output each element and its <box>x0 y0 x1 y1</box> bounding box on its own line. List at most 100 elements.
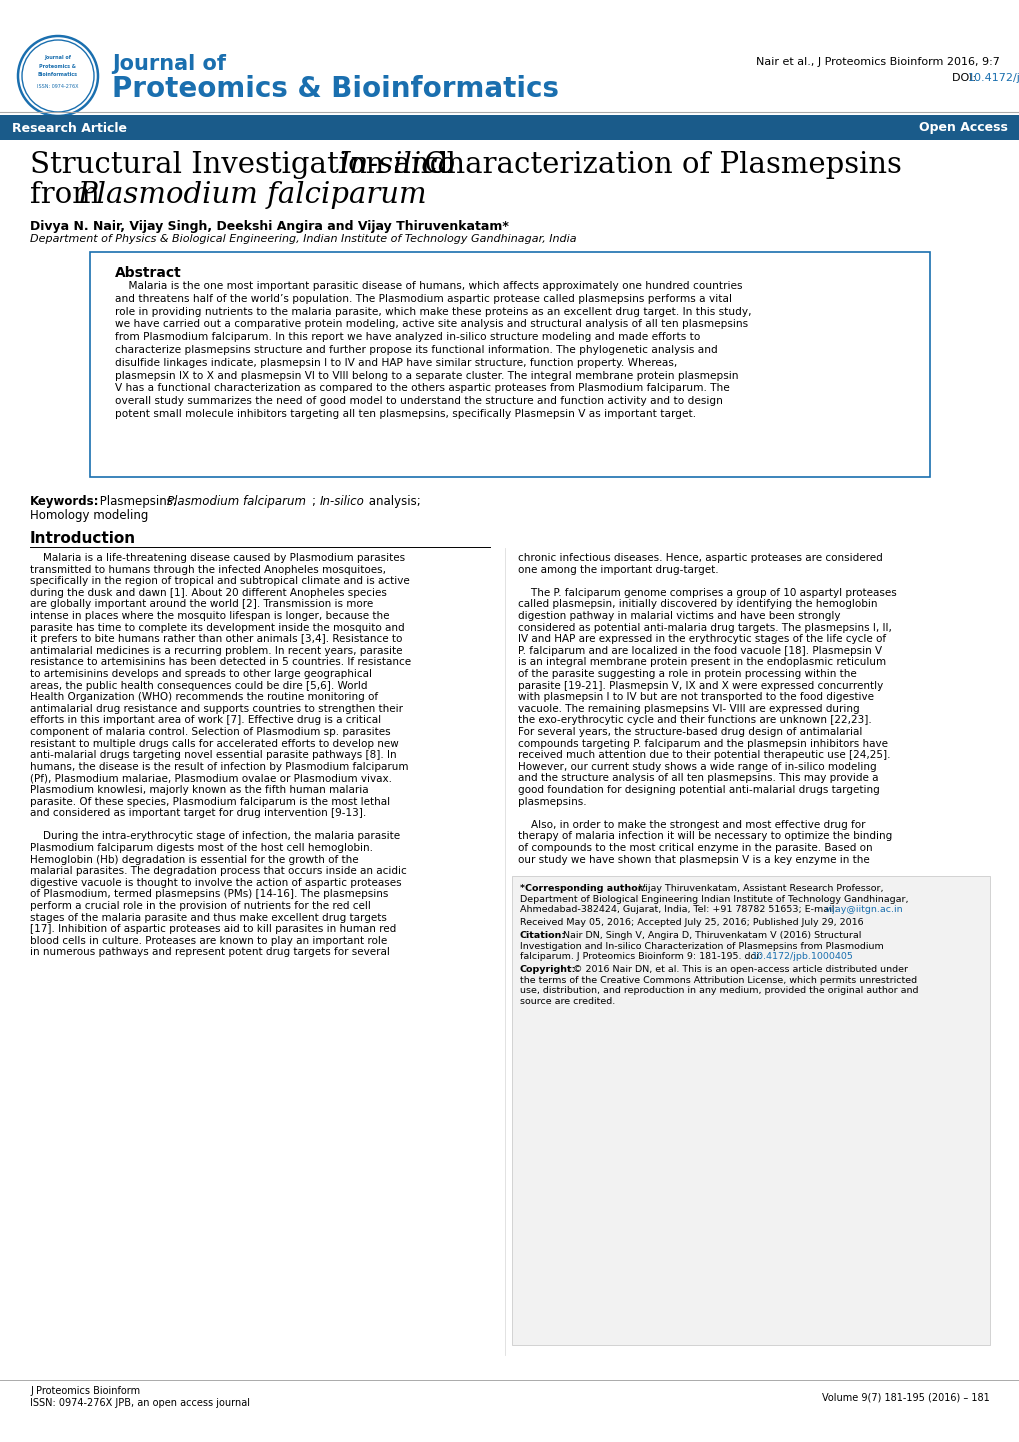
Text: is an integral membrane protein present in the endoplasmic reticulum: is an integral membrane protein present … <box>518 658 886 668</box>
Text: areas, the public health consequences could be dire [5,6]. World: areas, the public health consequences co… <box>30 681 367 691</box>
Text: Hemoglobin (Hb) degradation is essential for the growth of the: Hemoglobin (Hb) degradation is essential… <box>30 855 359 865</box>
Text: (Pf), Plasmodium malariae, Plasmodium ovalae or Plasmodium vivax.: (Pf), Plasmodium malariae, Plasmodium ov… <box>30 773 391 783</box>
Text: Open Access: Open Access <box>918 121 1007 134</box>
Text: chronic infectious diseases. Hence, aspartic proteases are considered: chronic infectious diseases. Hence, aspa… <box>518 552 881 562</box>
Text: V has a functional characterization as compared to the others aspartic proteases: V has a functional characterization as c… <box>115 384 729 394</box>
Text: vijay@iitgn.ac.in: vijay@iitgn.ac.in <box>824 906 903 914</box>
Text: antimalarial drug resistance and supports countries to strengthen their: antimalarial drug resistance and support… <box>30 704 403 714</box>
Text: component of malaria control. Selection of Plasmodium sp. parasites: component of malaria control. Selection … <box>30 727 390 737</box>
FancyBboxPatch shape <box>512 877 989 1345</box>
Text: *Corresponding author:: *Corresponding author: <box>520 884 646 893</box>
Text: Plasmodium falciparum: Plasmodium falciparum <box>76 182 426 209</box>
Text: and threatens half of the world’s population. The Plasmodium aspartic protease c: and threatens half of the world’s popula… <box>115 294 732 304</box>
Text: of Plasmodium, termed plasmepsins (PMs) [14-16]. The plasmepsins: of Plasmodium, termed plasmepsins (PMs) … <box>30 890 388 900</box>
Text: received much attention due to their potential therapeutic use [24,25].: received much attention due to their pot… <box>518 750 890 760</box>
Text: Keywords:: Keywords: <box>30 495 100 508</box>
Text: resistance to artemisinins has been detected in 5 countries. If resistance: resistance to artemisinins has been dete… <box>30 658 411 668</box>
Text: efforts in this important area of work [7]. Effective drug is a critical: efforts in this important area of work [… <box>30 715 381 725</box>
Text: Characterization of Plasmepsins: Characterization of Plasmepsins <box>415 151 901 179</box>
Text: Volume 9(7) 181-195 (2016) – 181: Volume 9(7) 181-195 (2016) – 181 <box>821 1392 989 1402</box>
Text: Divya N. Nair, Vijay Singh, Deekshi Angira and Vijay Thiruvenkatam*: Divya N. Nair, Vijay Singh, Deekshi Angi… <box>30 221 508 234</box>
Text: Plasmodium falciparum: Plasmodium falciparum <box>167 495 306 508</box>
Text: parasite [19-21]. Plasmepsin V, IX and X were expressed concurrently: parasite [19-21]. Plasmepsin V, IX and X… <box>518 681 882 691</box>
Text: stages of the malaria parasite and thus make excellent drug targets: stages of the malaria parasite and thus … <box>30 913 386 923</box>
Text: Vijay Thiruvenkatam, Assistant Research Professor,: Vijay Thiruvenkatam, Assistant Research … <box>636 884 882 893</box>
Text: J Proteomics Bioinform: J Proteomics Bioinform <box>30 1386 140 1396</box>
Text: malarial parasites. The degradation process that occurs inside an acidic: malarial parasites. The degradation proc… <box>30 867 407 877</box>
Text: [17]. Inhibition of aspartic proteases aid to kill parasites in human red: [17]. Inhibition of aspartic proteases a… <box>30 924 395 934</box>
Text: perform a crucial role in the provision of nutrients for the red cell: perform a crucial role in the provision … <box>30 901 371 911</box>
Text: Plasmodium falciparum digests most of the host cell hemoglobin.: Plasmodium falciparum digests most of th… <box>30 844 373 854</box>
Text: with plasmepsin I to IV but are not transported to the food digestive: with plasmepsin I to IV but are not tran… <box>518 692 873 702</box>
Text: compounds targeting P. falciparum and the plasmepsin inhibitors have: compounds targeting P. falciparum and th… <box>518 738 888 748</box>
Text: vacuole. The remaining plasmepsins VI- VIII are expressed during: vacuole. The remaining plasmepsins VI- V… <box>518 704 859 714</box>
Text: Citation:: Citation: <box>520 932 566 940</box>
Text: Bioinformatics: Bioinformatics <box>38 72 77 76</box>
Text: the exo-erythrocytic cycle and their functions are unknown [22,23].: the exo-erythrocytic cycle and their fun… <box>518 715 871 725</box>
Text: of the parasite suggesting a role in protein processing within the: of the parasite suggesting a role in pro… <box>518 669 856 679</box>
Text: Malaria is a life-threatening disease caused by Plasmodium parasites: Malaria is a life-threatening disease ca… <box>30 552 405 562</box>
Text: are globally important around the world [2]. Transmission is more: are globally important around the world … <box>30 600 373 610</box>
Text: transmitted to humans through the infected Anopheles mosquitoes,: transmitted to humans through the infect… <box>30 565 385 574</box>
Text: blood cells in culture. Proteases are known to play an important role: blood cells in culture. Proteases are kn… <box>30 936 387 946</box>
Text: anti-malarial drugs targeting novel essential parasite pathways [8]. In: anti-malarial drugs targeting novel esse… <box>30 750 396 760</box>
Text: digestive vacuole is thought to involve the action of aspartic proteases: digestive vacuole is thought to involve … <box>30 878 401 888</box>
Text: Homology modeling: Homology modeling <box>30 509 148 522</box>
Text: good foundation for designing potential anti-malarial drugs targeting: good foundation for designing potential … <box>518 784 878 795</box>
Text: Copyright:: Copyright: <box>520 965 576 975</box>
Text: and the structure analysis of all ten plasmepsins. This may provide a: and the structure analysis of all ten pl… <box>518 773 877 783</box>
Text: Malaria is the one most important parasitic disease of humans, which affects app: Malaria is the one most important parasi… <box>115 281 742 291</box>
Text: Journal of: Journal of <box>112 53 226 74</box>
Text: Nair et al., J Proteomics Bioinform 2016, 9:7: Nair et al., J Proteomics Bioinform 2016… <box>755 58 999 66</box>
Text: disulfide linkages indicate, plasmepsin I to IV and HAP have similar structure, : disulfide linkages indicate, plasmepsin … <box>115 358 677 368</box>
Text: Abstract: Abstract <box>115 265 181 280</box>
FancyBboxPatch shape <box>90 252 929 477</box>
Text: Proteomics &: Proteomics & <box>40 63 76 69</box>
Text: antimalarial medicines is a recurring problem. In recent years, parasite: antimalarial medicines is a recurring pr… <box>30 646 403 656</box>
Text: © 2016 Nair DN, et al. This is an open-access article distributed under: © 2016 Nair DN, et al. This is an open-a… <box>570 965 907 975</box>
Text: ISSN: 0974-276X JPB, an open access journal: ISSN: 0974-276X JPB, an open access jour… <box>30 1397 250 1407</box>
Text: For several years, the structure-based drug design of antimalarial: For several years, the structure-based d… <box>518 727 861 737</box>
Text: ;: ; <box>312 495 319 508</box>
Text: use, distribution, and reproduction in any medium, provided the original author : use, distribution, and reproduction in a… <box>520 986 917 995</box>
Text: Department of Biological Engineering Indian Institute of Technology Gandhinagar,: Department of Biological Engineering Ind… <box>520 894 908 904</box>
Text: 10.4172/jpb.1000405: 10.4172/jpb.1000405 <box>967 74 1019 84</box>
Text: and considered as important target for drug intervention [9-13].: and considered as important target for d… <box>30 808 366 818</box>
Text: P. falciparum and are localized in the food vacuole [18]. Plasmepsin V: P. falciparum and are localized in the f… <box>518 646 881 656</box>
Text: potent small molecule inhibitors targeting all ten plasmepsins, specifically Pla: potent small molecule inhibitors targeti… <box>115 410 695 420</box>
Text: Department of Physics & Biological Engineering, Indian Institute of Technology G: Department of Physics & Biological Engin… <box>30 234 576 244</box>
Text: Health Organization (WHO) recommends the routine monitoring of: Health Organization (WHO) recommends the… <box>30 692 378 702</box>
Text: therapy of malaria infection it will be necessary to optimize the binding: therapy of malaria infection it will be … <box>518 832 892 841</box>
Text: falciparum. J Proteomics Bioinform 9: 181-195. doi:: falciparum. J Proteomics Bioinform 9: 18… <box>520 952 761 962</box>
Text: the terms of the Creative Commons Attribution License, which permits unrestricte: the terms of the Creative Commons Attrib… <box>520 976 916 985</box>
Text: In-silico: In-silico <box>320 495 365 508</box>
Text: from: from <box>30 182 109 209</box>
Text: plasmepsin IX to X and plasmepsin VI to VIII belong to a separate cluster. The i: plasmepsin IX to X and plasmepsin VI to … <box>115 371 738 381</box>
Text: 10.4172/jpb.1000405: 10.4172/jpb.1000405 <box>751 952 853 962</box>
Text: Research Article: Research Article <box>12 121 127 134</box>
Text: it prefers to bite humans rather than other animals [3,4]. Resistance to: it prefers to bite humans rather than ot… <box>30 634 401 645</box>
Text: specifically in the region of tropical and subtropical climate and is active: specifically in the region of tropical a… <box>30 577 410 587</box>
Text: overall study summarizes the need of good model to understand the structure and : overall study summarizes the need of goo… <box>115 397 722 407</box>
Text: Introduction: Introduction <box>30 531 136 547</box>
Text: plasmepsins.: plasmepsins. <box>518 796 586 806</box>
Text: intense in places where the mosquito lifespan is longer, because the: intense in places where the mosquito lif… <box>30 611 389 622</box>
Text: However, our current study shows a wide range of in-silico modeling: However, our current study shows a wide … <box>518 761 875 771</box>
Text: In-silico: In-silico <box>337 151 454 179</box>
Text: role in providing nutrients to the malaria parasite, which make these proteins a: role in providing nutrients to the malar… <box>115 307 751 317</box>
Text: ISSN: 0974-276X: ISSN: 0974-276X <box>38 85 78 89</box>
Text: we have carried out a comparative protein modeling, active site analysis and str: we have carried out a comparative protei… <box>115 319 747 329</box>
Text: considered as potential anti-malaria drug targets. The plasmepsins I, II,: considered as potential anti-malaria dru… <box>518 623 891 633</box>
Text: to artemisinins develops and spreads to other large geographical: to artemisinins develops and spreads to … <box>30 669 372 679</box>
Text: in numerous pathways and represent potent drug targets for several: in numerous pathways and represent poten… <box>30 947 389 957</box>
Text: DOI:: DOI: <box>951 74 978 84</box>
Text: During the intra-erythrocytic stage of infection, the malaria parasite: During the intra-erythrocytic stage of i… <box>30 832 399 841</box>
Text: called plasmepsin, initially discovered by identifying the hemoglobin: called plasmepsin, initially discovered … <box>518 600 876 610</box>
FancyBboxPatch shape <box>0 115 1019 140</box>
Text: characterize plasmepsins structure and further propose its functional informatio: characterize plasmepsins structure and f… <box>115 345 717 355</box>
Text: IV and HAP are expressed in the erythrocytic stages of the life cycle of: IV and HAP are expressed in the erythroc… <box>518 634 886 645</box>
Text: Proteomics & Bioinformatics: Proteomics & Bioinformatics <box>112 75 558 102</box>
Text: our study we have shown that plasmepsin V is a key enzyme in the: our study we have shown that plasmepsin … <box>518 855 869 865</box>
Text: digestion pathway in malarial victims and have been strongly: digestion pathway in malarial victims an… <box>518 611 840 622</box>
Text: Plasmepsins;: Plasmepsins; <box>96 495 180 508</box>
